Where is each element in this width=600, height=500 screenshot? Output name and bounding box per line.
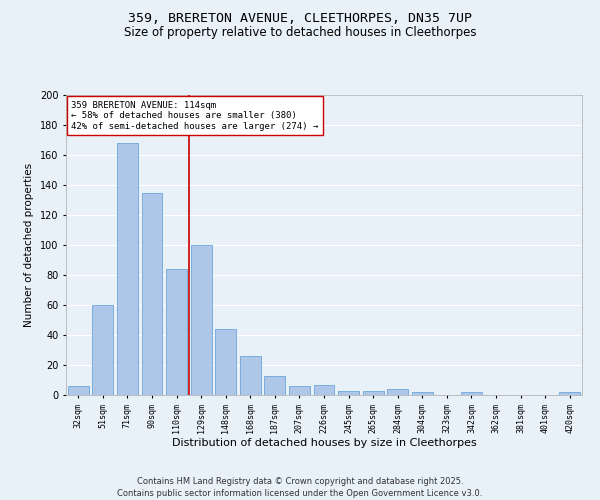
Bar xyxy=(362,390,383,395)
Bar xyxy=(215,329,236,395)
Text: Size of property relative to detached houses in Cleethorpes: Size of property relative to detached ho… xyxy=(124,26,476,39)
Bar xyxy=(387,389,408,395)
Bar xyxy=(166,269,187,395)
Text: 359 BRERETON AVENUE: 114sqm
← 58% of detached houses are smaller (380)
42% of se: 359 BRERETON AVENUE: 114sqm ← 58% of det… xyxy=(71,101,319,131)
Text: Contains public sector information licensed under the Open Government Licence v3: Contains public sector information licen… xyxy=(118,488,482,498)
Bar xyxy=(461,392,482,395)
Y-axis label: Number of detached properties: Number of detached properties xyxy=(25,163,34,327)
Bar xyxy=(92,305,113,395)
Bar xyxy=(338,390,359,395)
Bar xyxy=(314,384,334,395)
Bar xyxy=(191,245,212,395)
X-axis label: Distribution of detached houses by size in Cleethorpes: Distribution of detached houses by size … xyxy=(172,438,476,448)
Bar xyxy=(559,392,580,395)
Bar xyxy=(117,143,138,395)
Bar xyxy=(142,192,163,395)
Bar xyxy=(412,392,433,395)
Bar xyxy=(68,386,89,395)
Text: Contains HM Land Registry data © Crown copyright and database right 2025.: Contains HM Land Registry data © Crown c… xyxy=(137,477,463,486)
Text: 359, BRERETON AVENUE, CLEETHORPES, DN35 7UP: 359, BRERETON AVENUE, CLEETHORPES, DN35 … xyxy=(128,12,472,26)
Bar xyxy=(240,356,261,395)
Bar xyxy=(289,386,310,395)
Bar xyxy=(265,376,286,395)
